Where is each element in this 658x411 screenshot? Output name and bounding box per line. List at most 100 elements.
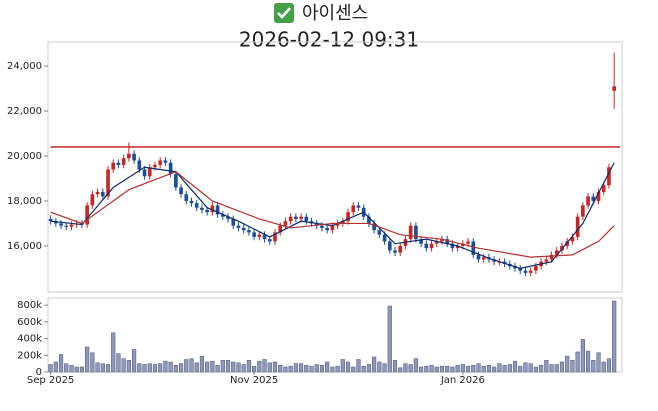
volume-bar <box>565 355 570 373</box>
candle-body <box>174 173 178 188</box>
volume-bar <box>502 365 507 373</box>
candle-body <box>398 245 403 253</box>
candle-body <box>205 209 209 213</box>
candle-body <box>85 205 89 225</box>
volume-bar <box>246 360 251 373</box>
candle-body <box>127 153 131 159</box>
volume-bar <box>429 365 434 373</box>
volume-bar <box>450 366 455 373</box>
volume-bar <box>225 360 231 373</box>
volume-bar <box>53 361 58 373</box>
volume-bar <box>205 361 210 373</box>
candle-body <box>466 241 470 244</box>
candle-body <box>601 185 606 192</box>
y-tick-label: 800k <box>17 300 42 311</box>
y-tick-label: 18,000 <box>7 196 42 207</box>
candle-body <box>294 216 298 219</box>
volume-bar <box>184 359 189 373</box>
volume-bar <box>168 361 173 373</box>
x-tick-label: Nov 2025 <box>230 375 278 386</box>
candle-body <box>408 225 413 240</box>
volume-bar <box>570 360 575 373</box>
candle-body <box>565 241 570 246</box>
candle-body <box>163 160 168 163</box>
candle-body <box>111 162 116 170</box>
volume-bar <box>507 364 512 373</box>
y-tick-label: 20,000 <box>7 151 42 162</box>
candle-body <box>179 187 183 195</box>
volume-bar <box>518 365 523 373</box>
volume-bar <box>387 305 392 373</box>
volume-bar <box>210 360 215 373</box>
volume-bar <box>335 365 340 373</box>
volume-bar <box>309 365 314 373</box>
volume-bar <box>126 360 131 373</box>
volume-bar <box>132 349 137 373</box>
candle-body <box>236 225 241 228</box>
candle-body <box>168 162 173 174</box>
volume-bar <box>325 361 330 373</box>
candle-body <box>184 194 189 201</box>
candle-body <box>445 239 450 244</box>
volume-bar <box>544 360 549 373</box>
volume-bar <box>471 365 476 373</box>
volume-bar <box>455 365 460 373</box>
y-tick-label: 600k <box>17 317 42 328</box>
candle-body <box>518 268 523 271</box>
volume-bar <box>345 361 351 373</box>
candle-body <box>252 232 256 237</box>
volume-bar <box>591 360 596 373</box>
volume-bar <box>523 362 528 373</box>
candle-body <box>142 169 147 177</box>
volume-bar <box>262 359 267 373</box>
volume-bar <box>330 366 335 373</box>
volume-bar <box>596 352 601 373</box>
volume-bar <box>314 364 319 373</box>
candle-body <box>471 241 476 255</box>
candle-body <box>200 207 204 210</box>
volume-bar <box>189 358 194 373</box>
candle-body <box>440 239 444 242</box>
candle-body <box>304 216 309 222</box>
y-tick-label: 22,000 <box>7 106 42 117</box>
candle-body <box>607 167 611 186</box>
volume-bar <box>137 363 142 373</box>
volume-bar <box>199 355 205 373</box>
candle-body <box>528 270 533 273</box>
volume-bar <box>105 364 111 373</box>
volume-bar <box>272 361 278 373</box>
candle-body <box>288 216 293 222</box>
volume-bar <box>366 364 371 373</box>
chart-subtitle: 2026-02-12 09:31 <box>239 28 419 52</box>
volume-bar <box>413 358 418 373</box>
volume-bar <box>69 365 74 373</box>
volume-bar <box>48 364 53 373</box>
volume-bar <box>351 366 356 373</box>
candle-body <box>158 160 163 165</box>
volume-bar <box>372 356 377 373</box>
volume-bar <box>152 364 158 373</box>
candle-body <box>586 196 590 206</box>
volume-bar <box>586 350 591 373</box>
candle-body <box>330 225 335 231</box>
volume-bar <box>419 366 424 373</box>
candle-body <box>116 162 121 165</box>
volume-bar <box>215 365 220 373</box>
volume-bar <box>403 363 408 373</box>
candle-body <box>554 250 559 255</box>
volume-bar <box>288 365 293 373</box>
volume-bar <box>267 362 272 373</box>
volume-bar <box>382 363 387 373</box>
volume-bar <box>74 366 79 373</box>
volume-bar <box>293 363 298 373</box>
candle-body <box>69 224 74 227</box>
volume-panel <box>47 297 623 373</box>
y-tick-label: 200k <box>17 350 42 361</box>
candle-body <box>95 191 100 195</box>
candle-body <box>262 234 267 240</box>
volume-bar <box>424 365 429 373</box>
candle-body <box>153 164 157 168</box>
volume-bar <box>408 364 413 373</box>
candle-body <box>247 230 251 233</box>
